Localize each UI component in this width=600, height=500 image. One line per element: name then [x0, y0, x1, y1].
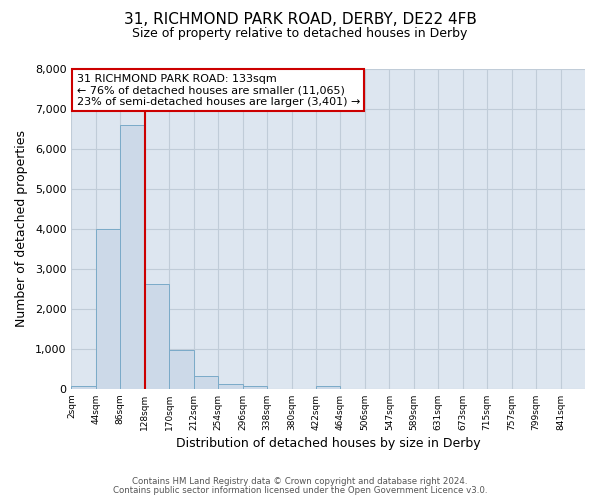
Bar [71, 386, 96, 389]
Text: Size of property relative to detached houses in Derby: Size of property relative to detached ho… [133, 28, 467, 40]
Bar [145, 284, 169, 389]
Bar [96, 229, 121, 389]
Bar [121, 125, 145, 389]
Bar [169, 350, 194, 389]
X-axis label: Distribution of detached houses by size in Derby: Distribution of detached houses by size … [176, 437, 481, 450]
Bar [242, 386, 267, 389]
Text: Contains public sector information licensed under the Open Government Licence v3: Contains public sector information licen… [113, 486, 487, 495]
Bar [316, 386, 340, 389]
Bar [218, 384, 242, 389]
Bar [194, 376, 218, 389]
Text: 31 RICHMOND PARK ROAD: 133sqm
← 76% of detached houses are smaller (11,065)
23% : 31 RICHMOND PARK ROAD: 133sqm ← 76% of d… [77, 74, 360, 107]
Y-axis label: Number of detached properties: Number of detached properties [15, 130, 28, 328]
Text: 31, RICHMOND PARK ROAD, DERBY, DE22 4FB: 31, RICHMOND PARK ROAD, DERBY, DE22 4FB [124, 12, 476, 28]
Text: Contains HM Land Registry data © Crown copyright and database right 2024.: Contains HM Land Registry data © Crown c… [132, 477, 468, 486]
